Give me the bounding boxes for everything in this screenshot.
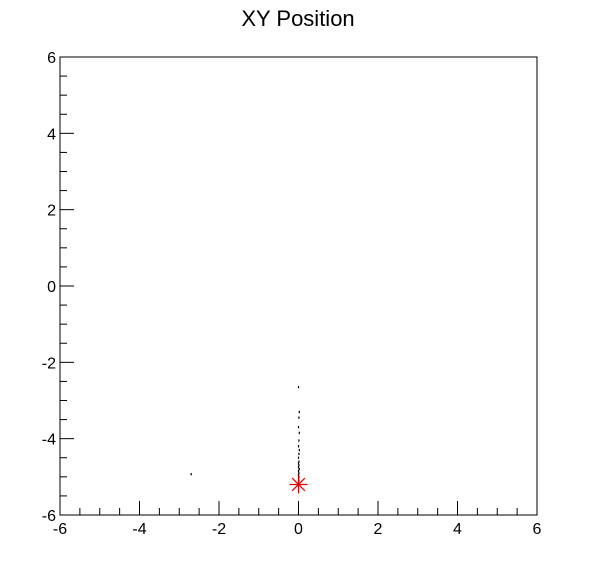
data-point [298, 439, 300, 442]
data-point [298, 448, 300, 452]
x-tick-label: 2 [374, 521, 383, 538]
data-point [298, 431, 300, 435]
y-tick-label: 6 [47, 50, 56, 67]
data-point [297, 473, 300, 477]
data-point [298, 468, 300, 471]
y-tick-label: 0 [47, 279, 56, 296]
position-marker [289, 475, 308, 494]
data-point [297, 469, 300, 473]
x-tick-label: -6 [53, 521, 67, 538]
y-tick-label: -6 [42, 508, 56, 525]
data-point [297, 462, 300, 465]
y-tick-label: 2 [47, 203, 56, 220]
data-point [298, 410, 300, 414]
data-point [298, 471, 300, 475]
data-point [298, 460, 300, 463]
x-tick-label: 4 [453, 521, 462, 538]
data-point [298, 464, 300, 467]
data-point [298, 416, 300, 419]
data-point [190, 472, 192, 476]
y-tick-label: 4 [47, 126, 56, 143]
x-tick-label: 0 [294, 521, 303, 538]
data-point [297, 445, 300, 448]
x-tick-label: 6 [533, 521, 542, 538]
data-point [297, 385, 300, 389]
y-tick-label: -2 [42, 355, 56, 372]
data-point [297, 426, 300, 429]
data-point [297, 456, 300, 459]
x-tick-label: -2 [212, 521, 226, 538]
chart-title: XY Position [241, 6, 355, 31]
y-tick-label: -4 [42, 432, 56, 449]
data-point [298, 452, 300, 456]
data-point [297, 466, 300, 469]
x-tick-label: -4 [132, 521, 146, 538]
